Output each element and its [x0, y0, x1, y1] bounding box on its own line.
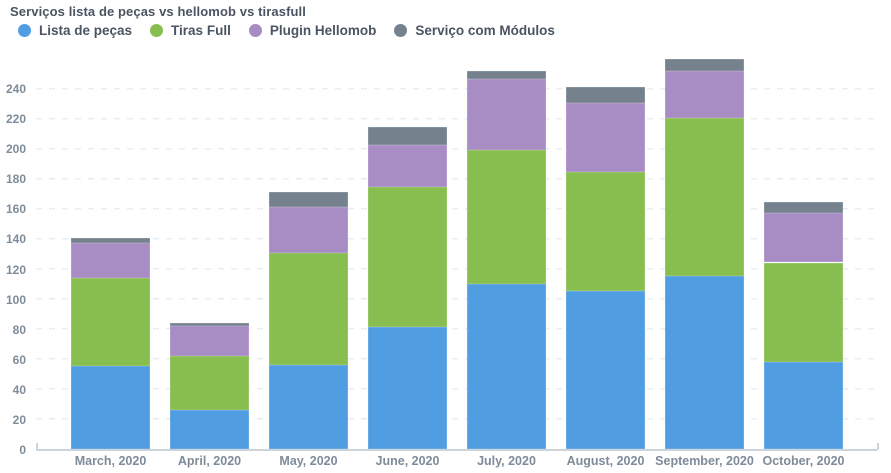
bar-segment[interactable]: [170, 409, 249, 449]
bar-segment[interactable]: [71, 366, 150, 449]
bar-segment[interactable]: [368, 187, 447, 328]
bar-segment[interactable]: [170, 325, 249, 356]
axis-corner-stub: [877, 443, 879, 450]
y-axis-tick-label: 200: [5, 142, 26, 157]
bar-segment[interactable]: [665, 118, 744, 277]
y-axis-tick-label: 120: [5, 262, 26, 277]
gridline: [36, 418, 877, 421]
y-axis-tick-label: 0: [19, 443, 26, 457]
bar-segment[interactable]: [764, 361, 843, 449]
gridline: [36, 147, 877, 150]
y-axis-tick-label: 20: [12, 412, 26, 427]
bar-segment[interactable]: [467, 149, 546, 284]
bar-segment[interactable]: [665, 59, 744, 72]
y-axis-tick-label: 100: [5, 292, 26, 307]
x-axis-tick-label: August, 2020: [566, 454, 645, 468]
x-axis-line: [36, 449, 877, 451]
legend: Lista de peças Tiras Full Plugin Hellomob S…: [18, 23, 555, 38]
bar-segment[interactable]: [566, 172, 645, 292]
y-axis-tick-label: 140: [5, 232, 26, 247]
x-axis-tick-label: April, 2020: [177, 454, 242, 468]
legend-item-4[interactable]: Serviço com Módulos: [394, 23, 555, 38]
x-axis-tick-label: May, 2020: [279, 454, 338, 468]
y-axis-tick-label: 180: [5, 172, 26, 187]
bar-segment[interactable]: [764, 212, 843, 263]
y-axis-tick-label: 40: [12, 382, 26, 397]
gridline: [36, 87, 877, 90]
bar-segment[interactable]: [467, 79, 546, 150]
chart-title: Serviços lista de peças vs hellomob vs t…: [10, 4, 306, 19]
x-axis-tick-label: October, 2020: [762, 454, 845, 468]
bar-segment[interactable]: [566, 103, 645, 173]
x-axis-tick-label: March, 2020: [74, 454, 147, 468]
legend-marker-icon: [248, 24, 262, 37]
bar-segment[interactable]: [71, 242, 150, 278]
bar-segment[interactable]: [368, 127, 447, 146]
y-axis-tick-label: 80: [12, 322, 26, 337]
gridline: [36, 117, 877, 120]
bar-segment[interactable]: [764, 262, 843, 362]
axis-corner-stub: [36, 443, 38, 450]
bar-segment[interactable]: [368, 327, 447, 449]
bar-segment[interactable]: [269, 191, 348, 207]
gridline: [36, 207, 877, 210]
x-axis-tick-label: July, 2020: [477, 454, 536, 468]
bar-segment[interactable]: [764, 202, 843, 213]
legend-marker-icon: [18, 24, 31, 37]
gridline: [36, 298, 877, 301]
bar-segment[interactable]: [566, 86, 645, 104]
gridline: [36, 177, 877, 180]
gridline: [36, 358, 877, 361]
legend-item-label: Serviço com Módulos: [415, 23, 555, 38]
gridline: [36, 388, 877, 391]
bar-segment[interactable]: [170, 322, 249, 326]
legend-marker-icon: [150, 24, 164, 37]
bar-segment[interactable]: [467, 71, 546, 79]
legend-item-label: Lista de peças: [39, 23, 133, 38]
legend-item-label: Plugin Hellomob: [269, 23, 377, 38]
bar-segment[interactable]: [269, 364, 348, 449]
legend-item-3[interactable]: Plugin Hellomob: [248, 23, 377, 38]
bar-segment[interactable]: [269, 253, 348, 365]
bar-segment[interactable]: [665, 71, 744, 119]
legend-item-label: Tiras Full: [171, 23, 231, 38]
bar-segment[interactable]: [71, 277, 150, 367]
legend-item-2[interactable]: Tiras Full: [150, 23, 231, 38]
legend-item-1[interactable]: Lista de peças: [18, 23, 132, 38]
y-axis-tick-label: 220: [5, 112, 26, 127]
y-axis-tick-label: 160: [5, 202, 26, 217]
bar-segment[interactable]: [467, 283, 546, 449]
bar-segment[interactable]: [71, 238, 150, 243]
y-axis-tick-label: 240: [5, 82, 26, 97]
bar-segment[interactable]: [368, 145, 447, 188]
x-axis-tick-label: September, 2020: [655, 454, 754, 468]
gridline: [36, 268, 877, 271]
bar-segment[interactable]: [566, 291, 645, 449]
gridline: [36, 328, 877, 331]
y-axis-tick-label: 60: [12, 352, 26, 367]
bar-segment[interactable]: [269, 206, 348, 254]
gridline: [36, 237, 877, 240]
bar-segment[interactable]: [665, 276, 744, 449]
legend-marker-icon: [394, 24, 408, 37]
bar-segment[interactable]: [170, 355, 249, 410]
x-axis-tick-label: June, 2020: [375, 454, 440, 468]
